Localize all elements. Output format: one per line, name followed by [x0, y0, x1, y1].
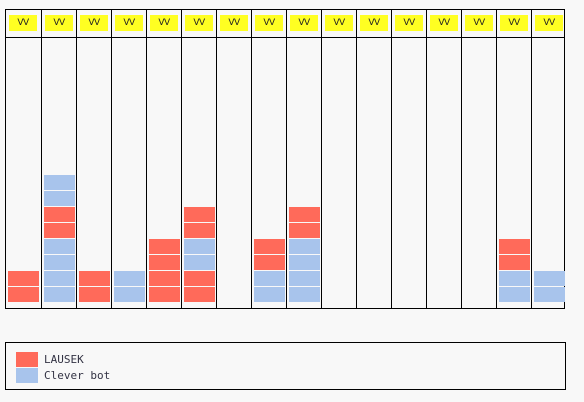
- column-tag: VV: [360, 15, 388, 31]
- lausek-block: [44, 223, 75, 238]
- clever-bot-block: [499, 271, 530, 286]
- column-3[interactable]: VV: [76, 10, 111, 308]
- block-stack: [289, 206, 320, 302]
- lausek-block: [184, 207, 215, 222]
- block-stack: [114, 270, 145, 302]
- legend: LAUSEK Clever bot: [5, 342, 566, 390]
- column-tag: VV: [535, 15, 563, 31]
- column-tag: VV: [465, 15, 493, 31]
- column-tag: VV: [185, 15, 213, 31]
- lausek-block: [184, 271, 215, 286]
- block-stack: [44, 174, 75, 302]
- column-tag: VV: [115, 15, 143, 31]
- header-divider: [6, 37, 564, 38]
- clever-bot-block: [499, 287, 530, 302]
- column-11[interactable]: VV: [356, 10, 391, 308]
- legend-label-lausek: LAUSEK: [44, 353, 84, 366]
- column-tag: VV: [220, 15, 248, 31]
- column-8[interactable]: VV: [251, 10, 286, 308]
- column-16[interactable]: VV: [531, 10, 566, 308]
- clever-bot-block: [534, 271, 565, 286]
- lausek-block: [149, 239, 180, 254]
- clever-bot-block: [184, 255, 215, 270]
- column-6[interactable]: VV: [181, 10, 216, 308]
- column-4[interactable]: VV: [111, 10, 146, 308]
- block-stack: [499, 238, 530, 302]
- block-stack: [254, 238, 285, 302]
- column-2[interactable]: VV: [41, 10, 76, 308]
- column-5[interactable]: VV: [146, 10, 181, 308]
- clever-bot-block: [254, 271, 285, 286]
- clever-bot-block: [114, 271, 145, 286]
- clever-bot-block: [289, 255, 320, 270]
- legend-item-clever-bot: Clever bot: [16, 368, 110, 383]
- block-stack: [184, 206, 215, 302]
- lausek-block: [8, 287, 39, 302]
- column-tag: VV: [500, 15, 528, 31]
- block-stack: [149, 238, 180, 302]
- clever-bot-block: [44, 239, 75, 254]
- lausek-block: [79, 287, 110, 302]
- clever-bot-block: [44, 287, 75, 302]
- game-board: VV VV VV VV VV VV VV VV VV VV VV VV VV VV VV VV: [5, 9, 565, 309]
- clever-bot-block: [44, 271, 75, 286]
- column-tag: VV: [150, 15, 178, 31]
- lausek-block: [254, 239, 285, 254]
- column-tag: VV: [395, 15, 423, 31]
- block-stack: [8, 270, 39, 302]
- lausek-block: [499, 239, 530, 254]
- column-tag: VV: [325, 15, 353, 31]
- clever-bot-block: [44, 175, 75, 190]
- lausek-block: [8, 271, 39, 286]
- column-12[interactable]: VV: [391, 10, 426, 308]
- legend-swatch-blue: [16, 368, 38, 383]
- clever-bot-block: [44, 255, 75, 270]
- column-tag: VV: [45, 15, 73, 31]
- clever-bot-block: [289, 239, 320, 254]
- lausek-block: [79, 271, 110, 286]
- column-9[interactable]: VV: [286, 10, 321, 308]
- column-tag: VV: [290, 15, 318, 31]
- lausek-block: [184, 287, 215, 302]
- legend-label-clever-bot: Clever bot: [44, 369, 111, 382]
- clever-bot-block: [44, 191, 75, 206]
- legend-swatch-red: [16, 352, 38, 367]
- lausek-block: [184, 223, 215, 238]
- clever-bot-block: [254, 287, 285, 302]
- column-10[interactable]: VV: [321, 10, 356, 308]
- column-1[interactable]: VV: [6, 10, 41, 308]
- legend-item-lausek: LAUSEK: [16, 352, 84, 367]
- column-15[interactable]: VV: [496, 10, 531, 308]
- lausek-block: [149, 271, 180, 286]
- lausek-block: [44, 207, 75, 222]
- clever-bot-block: [114, 287, 145, 302]
- column-tag: VV: [430, 15, 458, 31]
- column-tag: VV: [255, 15, 283, 31]
- lausek-block: [254, 255, 285, 270]
- block-stack: [79, 270, 110, 302]
- column-13[interactable]: VV: [426, 10, 461, 308]
- lausek-block: [289, 223, 320, 238]
- clever-bot-block: [534, 287, 565, 302]
- column-tag: VV: [80, 15, 108, 31]
- lausek-block: [289, 207, 320, 222]
- clever-bot-block: [184, 239, 215, 254]
- lausek-block: [499, 255, 530, 270]
- column-14[interactable]: VV: [461, 10, 496, 308]
- clever-bot-block: [289, 287, 320, 302]
- lausek-block: [149, 287, 180, 302]
- lausek-block: [149, 255, 180, 270]
- clever-bot-block: [289, 271, 320, 286]
- column-tag: VV: [9, 15, 37, 31]
- block-stack: [534, 270, 565, 302]
- column-7[interactable]: VV: [216, 10, 251, 308]
